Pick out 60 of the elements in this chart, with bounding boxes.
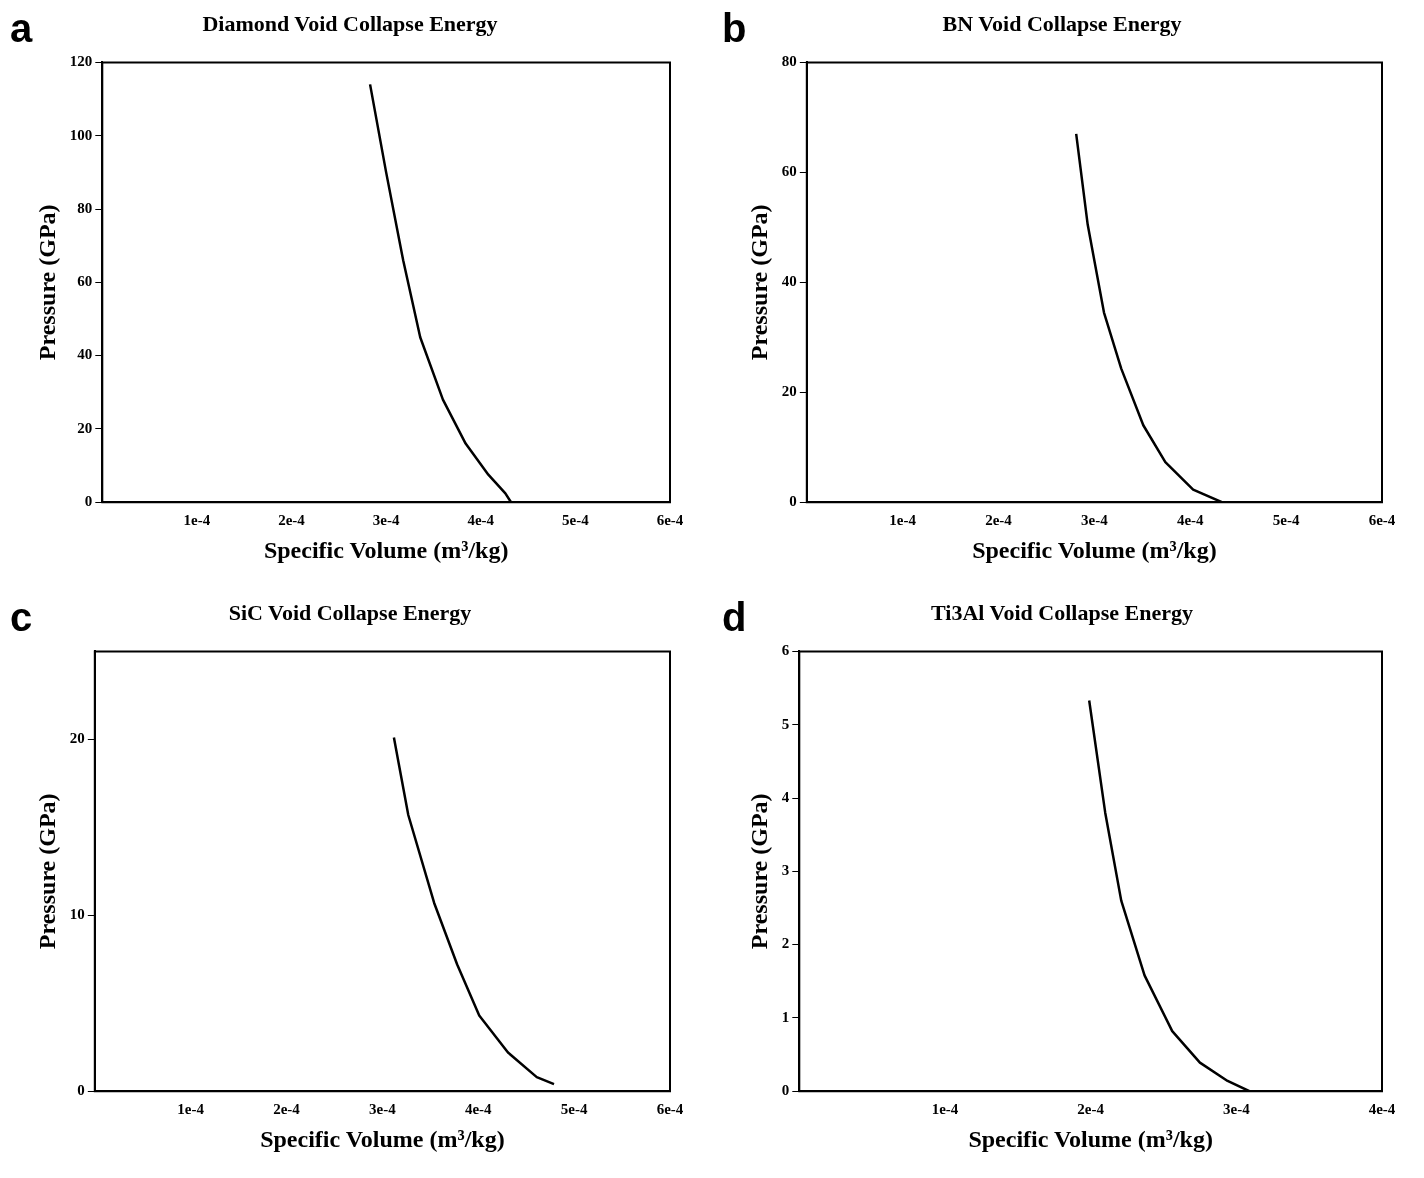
x-tick-label: 4e-4 [1368, 1101, 1396, 1118]
y-tick-label: 20 [781, 383, 797, 400]
y-tick-label: 4 [781, 788, 790, 805]
y-tick-label: 40 [781, 273, 797, 290]
y-axis-title: Pressure (GPa) [745, 793, 772, 950]
x-tick-label: 1e-4 [183, 512, 211, 529]
y-tick-label: 80 [781, 53, 797, 70]
x-tick-label: 3e-4 [1223, 1101, 1251, 1118]
x-tick-label: 1e-4 [931, 1101, 959, 1118]
y-tick-label: 60 [77, 273, 93, 290]
x-tick-label: 5e-4 [1272, 512, 1300, 529]
chart-title: Ti3Al Void Collapse Energy [931, 599, 1193, 625]
y-tick-label: 40 [77, 346, 93, 363]
chart-title: BN Void Collapse Energy [942, 10, 1182, 36]
y-tick-label: 20 [69, 730, 85, 747]
y-tick-label: 0 [84, 493, 93, 510]
y-tick-label: 100 [69, 126, 93, 143]
x-tick-label: 2e-4 [985, 512, 1013, 529]
x-tick-label: 2e-4 [1077, 1101, 1105, 1118]
x-tick-label: 3e-4 [369, 1101, 397, 1118]
x-axis-title: Specific Volume (m³/kg) [968, 1125, 1213, 1152]
x-axis-title: Specific Volume (m³/kg) [972, 536, 1217, 563]
x-axis-title: Specific Volume (m³/kg) [260, 1125, 505, 1152]
y-tick-label: 60 [781, 163, 797, 180]
x-tick-label: 4e-4 [464, 1101, 493, 1118]
x-tick-label: 4e-4 [467, 512, 495, 529]
x-tick-label: 3e-4 [372, 512, 400, 529]
y-tick-label: 6 [781, 642, 790, 659]
x-tick-label: 5e-4 [562, 512, 590, 529]
x-tick-label: 6e-4 [1368, 512, 1396, 529]
chart-title: Diamond Void Collapse Energy [202, 10, 498, 36]
y-tick-label: 2 [781, 935, 790, 952]
x-tick-label: 2e-4 [273, 1101, 301, 1118]
y-tick-label: 120 [69, 53, 93, 70]
y-tick-label: 10 [69, 906, 85, 923]
x-tick-label: 3e-4 [1081, 512, 1109, 529]
chart-title: SiC Void Collapse Energy [228, 599, 472, 625]
y-tick-label: 1 [781, 1008, 790, 1025]
y-axis-title: Pressure (GPa) [745, 204, 772, 361]
y-tick-label: 0 [781, 1082, 790, 1099]
y-axis-title: Pressure (GPa) [33, 204, 60, 361]
x-tick-label: 2e-4 [278, 512, 306, 529]
x-tick-label: 6e-4 [656, 512, 684, 529]
text: c [10, 595, 33, 640]
y-tick-label: 5 [781, 715, 790, 732]
y-tick-label: 3 [781, 862, 790, 879]
x-tick-label: 5e-4 [560, 1101, 588, 1118]
y-tick-label: 0 [789, 493, 797, 510]
x-axis-title: Specific Volume (m³/kg) [263, 536, 509, 563]
y-tick-label: 0 [77, 1082, 85, 1099]
y-axis-title: Pressure (GPa) [33, 793, 60, 950]
y-tick-label: 20 [77, 419, 93, 436]
x-tick-label: 4e-4 [1176, 512, 1205, 529]
y-tick-label: 80 [77, 199, 93, 216]
x-tick-label: 6e-4 [656, 1101, 684, 1118]
text: a [10, 6, 33, 51]
text: d [722, 595, 747, 640]
x-tick-label: 1e-4 [889, 512, 917, 529]
text: b [722, 6, 747, 51]
x-tick-label: 1e-4 [177, 1101, 205, 1118]
